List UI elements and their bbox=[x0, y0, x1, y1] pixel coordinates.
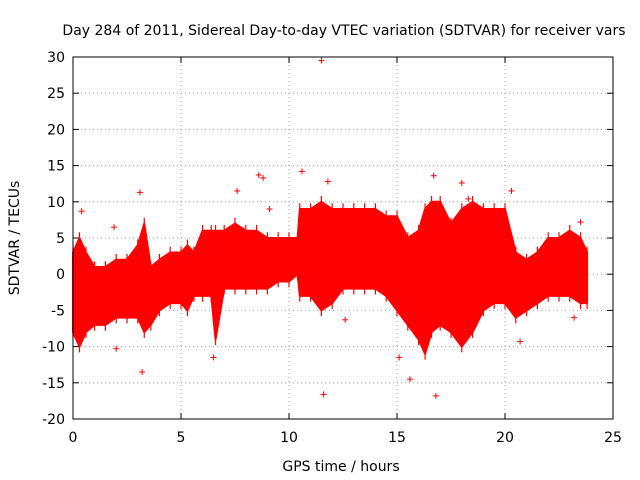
x-tick-label: 25 bbox=[604, 430, 622, 446]
plot-border bbox=[72, 56, 614, 420]
outlier-point bbox=[113, 345, 120, 352]
x-tick-label: 0 bbox=[69, 430, 78, 446]
y-tick-label: -20 bbox=[42, 412, 65, 428]
y-axis-label: SDTVAR / TECUs bbox=[7, 181, 23, 296]
outlier-point bbox=[432, 392, 439, 399]
outlier-point bbox=[517, 338, 524, 345]
outlier-point bbox=[111, 224, 118, 231]
outlier-point bbox=[260, 174, 267, 181]
outlier-point bbox=[508, 187, 515, 194]
outlier-point bbox=[465, 195, 472, 202]
outlier-point bbox=[210, 354, 217, 361]
y-tick-label: 10 bbox=[47, 195, 65, 211]
y-tick-label: -5 bbox=[51, 303, 65, 319]
y-tick-label: 5 bbox=[56, 231, 65, 247]
y-tick-label: 15 bbox=[47, 159, 65, 175]
outlier-point bbox=[320, 391, 327, 398]
outlier-point bbox=[458, 179, 465, 186]
x-tick-label: 15 bbox=[388, 430, 406, 446]
data-band bbox=[72, 196, 589, 360]
outlier-points bbox=[78, 57, 584, 399]
x-axis-label: GPS time / hours bbox=[282, 459, 399, 475]
y-tick-label: 0 bbox=[56, 267, 65, 283]
x-axis-ticks: 0 5 10 15 20 25 bbox=[69, 57, 622, 446]
outlier-point bbox=[266, 206, 273, 213]
outlier-point bbox=[298, 168, 305, 175]
y-axis-ticks: -20 -15 -10 -5 0 5 10 15 20 25 30 bbox=[42, 50, 613, 428]
x-tick-label: 20 bbox=[496, 430, 514, 446]
outlier-point bbox=[324, 178, 331, 185]
x-tick-label: 10 bbox=[280, 430, 298, 446]
y-tick-label: 30 bbox=[47, 50, 65, 66]
outlier-point bbox=[318, 57, 325, 64]
outlier-point bbox=[571, 314, 578, 321]
outlier-point bbox=[234, 187, 241, 194]
outlier-point bbox=[255, 172, 262, 179]
sdtvar-envelope bbox=[72, 200, 589, 355]
outlier-point bbox=[430, 172, 437, 179]
y-tick-label: 25 bbox=[47, 86, 65, 102]
y-tick-label: -15 bbox=[42, 376, 65, 392]
outlier-point bbox=[396, 354, 403, 361]
y-tick-label: -10 bbox=[42, 340, 65, 356]
outlier-point bbox=[406, 376, 413, 383]
outlier-point bbox=[136, 189, 143, 196]
y-tick-label: 20 bbox=[47, 122, 65, 138]
outlier-point bbox=[342, 316, 349, 323]
chart-title: Day 284 of 2011, Sidereal Day-to-day VTE… bbox=[62, 23, 625, 39]
outlier-point bbox=[139, 368, 146, 375]
outlier-point bbox=[78, 208, 85, 215]
outlier-point bbox=[577, 219, 584, 226]
x-tick-label: 5 bbox=[177, 430, 186, 446]
